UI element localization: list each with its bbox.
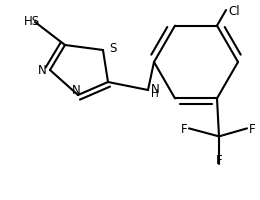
Text: H: H <box>151 89 159 99</box>
Text: N: N <box>151 83 160 96</box>
Text: HS: HS <box>24 15 40 28</box>
Text: F: F <box>180 122 187 135</box>
Text: S: S <box>109 42 117 55</box>
Text: F: F <box>216 154 222 167</box>
Text: N: N <box>72 84 80 97</box>
Text: F: F <box>249 122 256 135</box>
Text: N: N <box>38 63 46 76</box>
Text: Cl: Cl <box>228 5 240 17</box>
